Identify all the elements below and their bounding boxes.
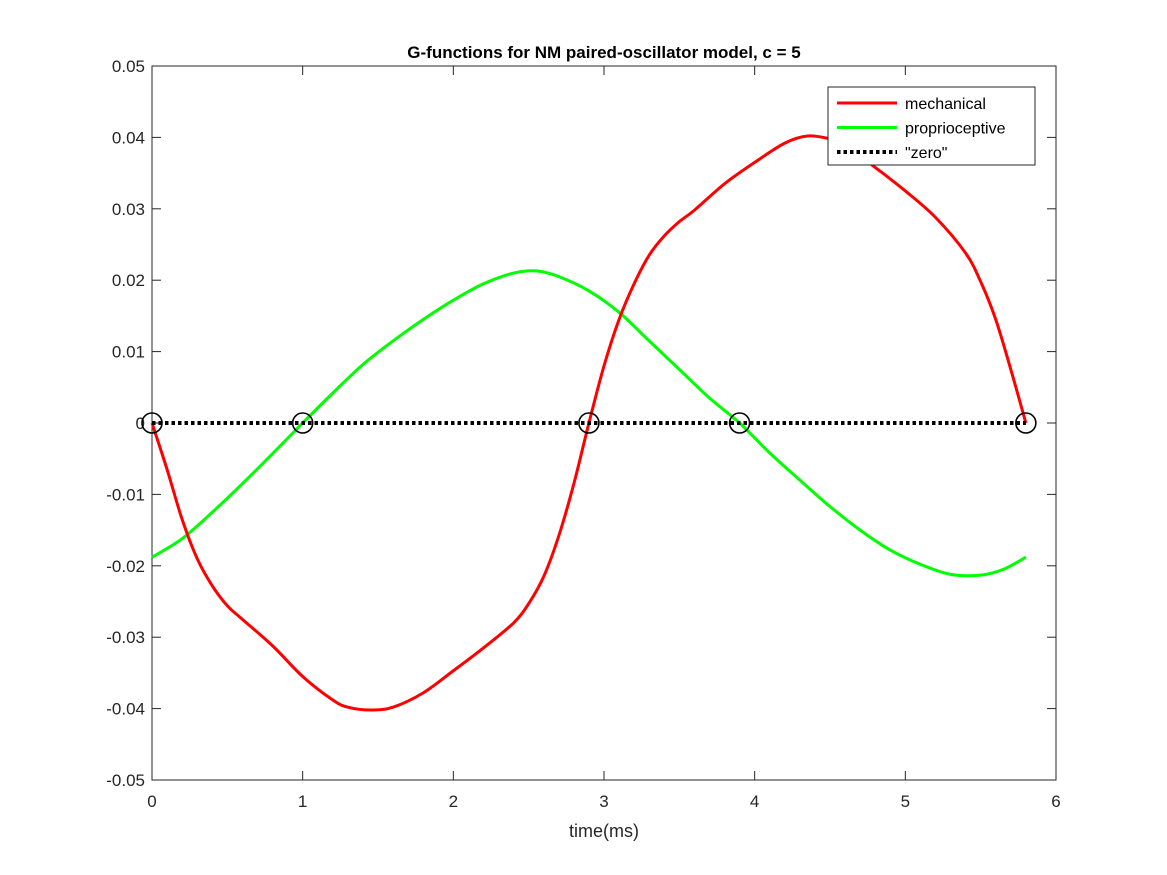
y-tick-label: 0.04 [112,128,145,147]
legend-label-proprioceptive: proprioceptive [905,121,1006,138]
chart-title: G-functions for NM paired-oscillator mod… [407,43,800,62]
x-tick-label: 1 [298,792,307,811]
y-tick-label: -0.01 [106,485,145,504]
y-tick-label: 0.01 [112,343,145,362]
x-tick-label: 6 [1051,792,1060,811]
x-tick-label: 4 [750,792,759,811]
y-tick-label: 0.05 [112,57,145,76]
y-tick-label: -0.04 [106,700,145,719]
legend: mechanical proprioceptive "zero" [828,87,1035,165]
legend-label-mechanical: mechanical [905,96,986,113]
y-tick-label: 0.03 [112,200,145,219]
x-tick-label: 2 [449,792,458,811]
y-tick-label: -0.03 [106,628,145,647]
y-tick-label: -0.05 [106,771,145,790]
x-tick-label: 0 [147,792,156,811]
legend-label-zero: "zero" [905,145,947,162]
x-axis-label: time(ms) [569,821,639,841]
y-tick-label: 0.02 [112,271,145,290]
x-tick-label: 5 [901,792,910,811]
plot-area: 0 1 2 3 4 5 6-0.05-0.04-0.03-0.02-0.0100.010.0… [106,57,1060,811]
x-tick-label: 3 [599,792,608,811]
y-tick-label: -0.02 [106,557,145,576]
